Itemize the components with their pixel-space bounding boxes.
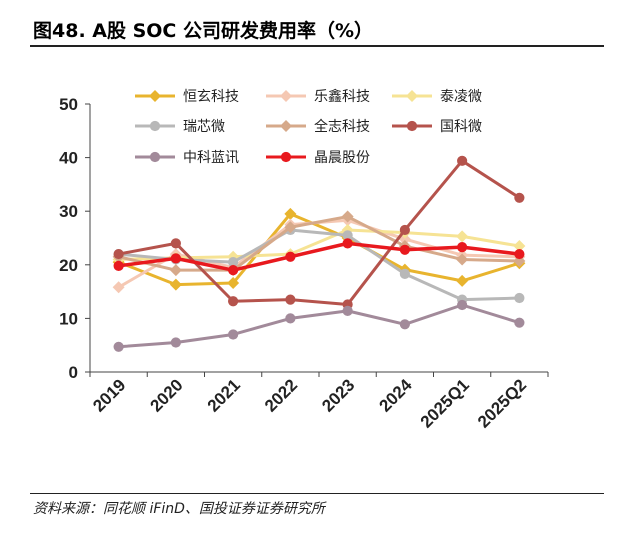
legend-label: 恒玄科技 <box>183 88 239 105</box>
data-point <box>514 192 525 203</box>
x-tick-label: 2024 <box>376 375 417 416</box>
data-point <box>342 305 353 316</box>
legend-item-全志科技: 全志科技 <box>266 118 370 135</box>
data-point <box>170 253 181 264</box>
chart-title: 图48. A股 SOC 公司研发费用率（%） <box>33 20 374 42</box>
series-国科微 <box>113 155 525 310</box>
data-point <box>456 274 469 287</box>
series-line <box>118 303 520 349</box>
data-point <box>342 238 353 249</box>
data-point <box>112 281 125 294</box>
legend-label: 晶晨股份 <box>314 150 370 166</box>
data-point <box>169 264 182 277</box>
data-point <box>284 221 297 234</box>
legend-marker <box>406 120 418 132</box>
data-point <box>170 337 181 348</box>
series-中科蓝讯 <box>113 299 525 352</box>
source-divider <box>30 493 604 494</box>
legend-marker <box>280 120 292 132</box>
data-point <box>228 265 239 276</box>
data-point <box>513 240 526 253</box>
data-point <box>514 292 525 304</box>
series-line <box>118 159 521 306</box>
data-point <box>284 207 297 220</box>
data-point <box>456 230 469 243</box>
data-point <box>227 277 240 290</box>
data-point <box>457 155 468 166</box>
chart-series <box>112 155 526 352</box>
data-point <box>399 268 410 280</box>
data-point <box>457 242 468 253</box>
data-point <box>169 278 182 291</box>
y-tick-label: 20 <box>59 256 78 275</box>
legend-item-乐鑫科技: 乐鑫科技 <box>266 88 370 105</box>
series-line <box>118 215 520 272</box>
x-tick-label: 2023 <box>318 375 358 415</box>
legend-marker <box>280 90 292 102</box>
series-line <box>118 212 520 287</box>
legend-item-国科微: 国科微 <box>392 119 482 135</box>
x-tick-label: 2020 <box>147 375 187 415</box>
legend-marker <box>406 90 418 102</box>
series-line <box>118 228 520 261</box>
legend-label: 泰凌微 <box>440 89 482 105</box>
x-tick-label: 2022 <box>261 375 301 415</box>
legend-marker <box>149 151 161 163</box>
data-point <box>341 210 354 223</box>
source-note: 资料来源：同花顺 iFinD、国投证券证券研究所 <box>33 501 325 517</box>
y-tick-label: 50 <box>59 95 78 114</box>
data-point <box>113 248 124 260</box>
data-point <box>170 238 181 249</box>
legend-item-晶晨股份: 晶晨股份 <box>266 150 370 166</box>
data-point <box>113 341 124 352</box>
legend-label: 中科蓝讯 <box>183 150 239 166</box>
data-point <box>457 299 468 311</box>
y-tick-label: 30 <box>59 202 78 221</box>
data-point <box>228 296 239 307</box>
y-tick-label: 0 <box>69 363 78 382</box>
data-point <box>514 317 525 328</box>
legend-item-泰凌微: 泰凌微 <box>392 89 482 105</box>
legend-item-中科蓝讯: 中科蓝讯 <box>135 150 239 166</box>
y-tick-label: 10 <box>59 309 78 328</box>
title-divider <box>30 45 604 47</box>
legend-marker <box>149 120 161 132</box>
data-point <box>342 230 353 241</box>
legend-label: 乐鑫科技 <box>314 88 370 105</box>
legend-label: 瑞芯微 <box>183 119 225 135</box>
data-point <box>285 313 296 324</box>
data-point <box>399 244 410 255</box>
series-晶晨股份 <box>113 238 525 276</box>
x-tick-label: 2019 <box>89 375 129 415</box>
legend-marker <box>280 151 292 163</box>
data-point <box>399 224 410 236</box>
data-point <box>285 294 296 305</box>
legend-label: 全志科技 <box>314 118 370 135</box>
y-tick-label: 40 <box>59 149 78 168</box>
legend-item-瑞芯微: 瑞芯微 <box>135 119 225 135</box>
x-tick-label: 2021 <box>204 375 244 415</box>
legend-label: 国科微 <box>440 119 482 135</box>
data-point <box>514 248 525 260</box>
data-point <box>285 251 296 262</box>
data-point <box>399 319 410 330</box>
data-point <box>456 253 469 266</box>
legend-marker <box>149 90 161 102</box>
x-tick-label: 2025Q2 <box>474 375 530 431</box>
legend-item-恒玄科技: 恒玄科技 <box>135 88 239 105</box>
data-point <box>113 260 124 271</box>
x-tick-label: 2025Q1 <box>417 375 473 431</box>
data-point <box>228 329 239 340</box>
series-line <box>118 241 520 272</box>
data-point <box>228 257 239 268</box>
